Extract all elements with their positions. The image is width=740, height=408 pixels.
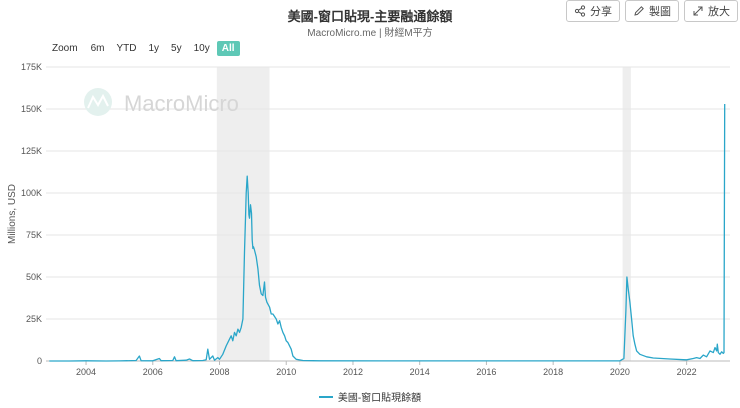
y-axis-label: Millions, USD [7, 184, 18, 244]
y-tick-label: 150K [21, 104, 42, 114]
pencil-icon [634, 6, 644, 16]
legend[interactable]: 美國-窗口貼現餘額 [0, 389, 740, 404]
zoom-selector: Zoom 6m YTD 1y 5y 10y All [52, 41, 240, 56]
legend-label: 美國-窗口貼現餘額 [337, 393, 422, 404]
legend-swatch [318, 395, 333, 398]
edit-chart-button[interactable]: 製圖 [625, 0, 679, 22]
watermark: MacroMicro [84, 88, 239, 116]
recession-bands [216, 67, 631, 361]
x-tick-label: 2016 [476, 367, 496, 377]
share-button[interactable]: 分享 [566, 0, 620, 22]
zoom-10y-button[interactable]: 10y [193, 43, 210, 54]
y-tick-label: 125K [21, 146, 42, 156]
expand-button[interactable]: 放大 [684, 0, 738, 22]
y-tick-label: 75K [26, 230, 42, 240]
x-tick-label: 2012 [343, 367, 363, 377]
zoom-1y-button[interactable]: 1y [148, 43, 160, 54]
x-tick-label: 2004 [76, 367, 96, 377]
zoom-ytd-button[interactable]: YTD [116, 43, 137, 54]
chart: MacroMicro 0 25K 50K 75K 100K 125K 150K 175K 20… [7, 62, 730, 377]
y-tick-label: 175K [21, 62, 42, 72]
toolbar: 分享 製圖 放大 [566, 0, 738, 22]
y-tick-label: 25K [26, 314, 42, 324]
y-axis: 0 25K 50K 75K 100K 125K 150K 175K [21, 62, 42, 366]
share-label: 分享 [590, 6, 612, 18]
edit-chart-label: 製圖 [649, 6, 671, 18]
y-tick-label: 100K [21, 188, 42, 198]
expand-icon [693, 6, 703, 16]
share-icon [574, 5, 586, 17]
expand-label: 放大 [708, 6, 730, 18]
x-tick-label: 2022 [677, 367, 697, 377]
watermark-text: MacroMicro [124, 91, 239, 116]
watermark-logo-icon [84, 88, 112, 116]
x-tick-label: 2020 [610, 367, 630, 377]
x-tick-label: 2008 [209, 367, 229, 377]
series-layer [49, 103, 726, 362]
x-tick-label: 2018 [543, 367, 563, 377]
x-axis: 2004 2006 2008 2010 2012 2014 2016 2018 2020 2022 [76, 361, 697, 377]
zoom-all-button[interactable]: All [216, 41, 240, 56]
zoom-6m-button[interactable]: 6m [90, 43, 105, 54]
series-line-0[interactable] [49, 103, 726, 362]
x-tick-label: 2014 [410, 367, 430, 377]
x-tick-label: 2006 [143, 367, 163, 377]
x-tick-label: 2010 [276, 367, 296, 377]
zoom-5y-button[interactable]: 5y [171, 43, 182, 54]
y-tick-label: 0 [37, 356, 42, 366]
page-title: 美國-窗口貼現-主要融通餘額 [287, 9, 453, 24]
y-tick-label: 50K [26, 272, 42, 282]
recession-band-1 [622, 67, 631, 361]
zoom-label: Zoom [52, 43, 78, 54]
page-subtitle: MacroMicro.me | 財經M平方 [307, 28, 433, 39]
